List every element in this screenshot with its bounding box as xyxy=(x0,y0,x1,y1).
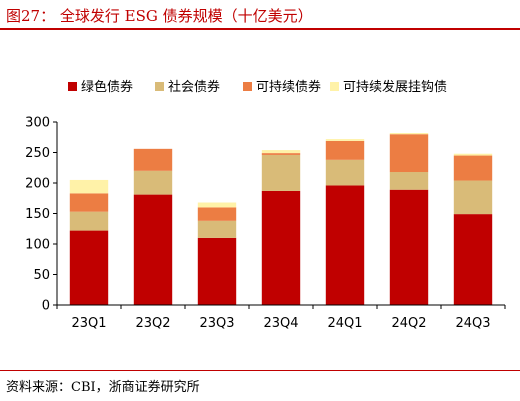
legend-swatch-2 xyxy=(243,82,252,91)
bars-group xyxy=(69,132,493,305)
bar-23Q1-series-1 xyxy=(69,211,109,231)
bar-24Q3-series-3 xyxy=(453,153,493,156)
bar-23Q2-series-1 xyxy=(133,170,173,195)
title-rule xyxy=(0,28,520,30)
bar-24Q1-series-2 xyxy=(325,140,365,160)
legend-label-0: 绿色债券 xyxy=(81,79,133,95)
figure-title: 图27： 全球发行 ESG 债券规模（十亿美元） xyxy=(6,7,313,25)
y-tick-label-4: 200 xyxy=(25,177,50,192)
legend-swatch-0 xyxy=(68,82,77,91)
y-tick-label-0: 0 xyxy=(42,299,50,314)
x-tick-label-6: 24Q3 xyxy=(455,316,490,331)
bar-24Q1-series-3 xyxy=(325,139,365,141)
x-tick-label-2: 23Q3 xyxy=(199,316,234,331)
x-tick-label-3: 23Q4 xyxy=(263,316,298,331)
bar-23Q3-series-3 xyxy=(197,202,237,208)
bar-23Q2-series-2 xyxy=(133,148,173,171)
y-tick-label-1: 50 xyxy=(33,268,50,283)
bar-24Q3-series-2 xyxy=(453,155,493,181)
bar-24Q2-series-3 xyxy=(389,132,429,135)
x-axis: 23Q1 23Q2 23Q3 23Q4 24Q1 24Q2 24Q3 xyxy=(56,304,506,331)
bar-23Q1-series-3 xyxy=(69,179,109,194)
bar-23Q4-series-3 xyxy=(261,150,301,154)
bar-24Q3-series-0 xyxy=(453,214,493,305)
bar-24Q3-series-1 xyxy=(453,180,493,215)
source-note: 资料来源：CBI，浙商证券研究所 xyxy=(6,380,200,395)
bar-24Q2-series-2 xyxy=(389,134,429,173)
legend-label-3: 可持续发展挂钩债 xyxy=(343,79,447,95)
bar-23Q1-series-0 xyxy=(69,230,109,305)
y-axis: 0 50 100 150 200 250 300 xyxy=(25,116,58,314)
bar-23Q2-series-0 xyxy=(133,194,173,305)
x-tick-label-5: 24Q2 xyxy=(391,316,426,331)
bar-23Q4-series-2 xyxy=(261,153,301,155)
x-tick-label-4: 24Q1 xyxy=(327,316,362,331)
legend-swatch-1 xyxy=(155,82,164,91)
y-tick-label-6: 300 xyxy=(25,116,50,131)
x-tick-label-0: 23Q1 xyxy=(71,316,106,331)
bar-24Q1-series-0 xyxy=(325,185,365,305)
y-tick-label-5: 250 xyxy=(25,146,50,161)
bar-24Q2-series-1 xyxy=(389,172,429,190)
legend-label-2: 可持续债券 xyxy=(256,79,321,95)
bar-23Q3-series-1 xyxy=(197,220,237,238)
y-tick-label-2: 100 xyxy=(25,238,50,253)
legend-swatch-3 xyxy=(330,82,339,91)
bar-24Q2-series-0 xyxy=(389,189,429,305)
bar-23Q3-series-0 xyxy=(197,237,237,305)
bar-24Q1-series-1 xyxy=(325,159,365,186)
bar-23Q4-series-1 xyxy=(261,154,301,191)
x-tick-label-1: 23Q2 xyxy=(135,316,170,331)
chart-legend: 绿色债券 社会债券 可持续债券 可持续发展挂钩债 xyxy=(68,79,447,95)
bar-23Q3-series-2 xyxy=(197,207,237,221)
bar-23Q4-series-0 xyxy=(261,190,301,305)
bar-23Q1-series-2 xyxy=(69,193,109,212)
stacked-bar-chart: 绿色债券 社会债券 可持续债券 可持续发展挂钩债 0 50 100 150 200 250 300… xyxy=(25,79,506,331)
source-rule xyxy=(0,370,520,371)
y-tick-label-3: 150 xyxy=(25,207,50,222)
legend-label-1: 社会债券 xyxy=(168,79,220,95)
